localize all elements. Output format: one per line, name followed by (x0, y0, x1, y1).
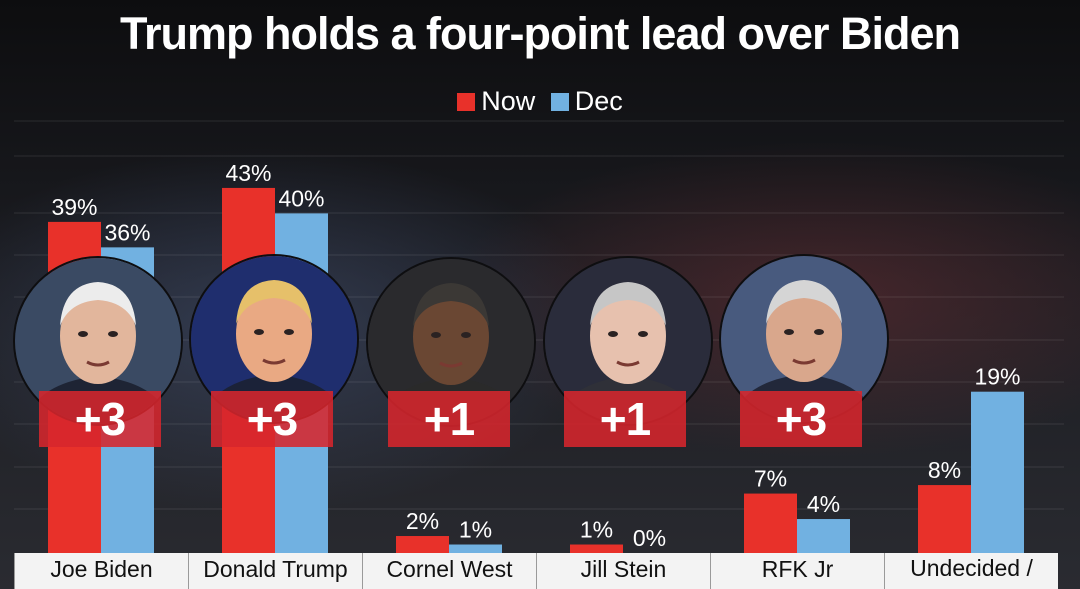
data-label-dec-3: 0% (633, 525, 666, 551)
data-label-dec-5: 19% (974, 364, 1020, 390)
legend-swatch-dec (550, 92, 569, 111)
data-label-dec-4: 4% (807, 491, 840, 517)
change-badge-1: +3 (211, 391, 333, 447)
data-label-now-4: 7% (754, 466, 787, 492)
legend-swatch-now (457, 92, 476, 111)
change-badge-2: +1 (388, 391, 510, 447)
legend-item-now: Now (457, 86, 535, 117)
category-label-2: Cornel West (362, 553, 536, 589)
category-label-0: Joe Biden (14, 553, 188, 589)
data-label-now-5: 8% (928, 457, 961, 483)
bar-dec-2 (449, 544, 502, 553)
legend-item-dec: Dec (550, 86, 623, 117)
category-label-3: Jill Stein (536, 553, 710, 589)
data-label-dec-0: 36% (104, 219, 150, 245)
bar-dec-4 (797, 519, 850, 553)
data-label-dec-1: 40% (278, 185, 324, 211)
legend: Now Dec (0, 86, 1080, 118)
legend-label-dec: Dec (574, 86, 623, 116)
data-label-now-3: 1% (580, 517, 613, 543)
bar-now-2 (396, 536, 449, 553)
bar-now-4 (744, 493, 797, 553)
category-label-1: Donald Trump (188, 553, 362, 589)
category-label-4: RFK Jr (710, 553, 884, 589)
bar-now-3 (570, 544, 623, 553)
change-badge-0: +3 (39, 391, 161, 447)
data-label-now-2: 2% (406, 508, 439, 534)
legend-label-now: Now (481, 86, 536, 116)
bar-now-5 (918, 485, 971, 553)
data-label-dec-2: 1% (459, 517, 492, 543)
bar-dec-5 (971, 391, 1024, 553)
category-label-5: Undecided / Someone else (884, 553, 1058, 589)
change-badge-3: +1 (564, 391, 686, 447)
change-badge-4: +3 (740, 391, 862, 447)
data-label-now-1: 43% (225, 160, 271, 186)
data-label-now-0: 39% (51, 194, 97, 220)
chart-title: Trump holds a four-point lead over Biden (119, 8, 961, 59)
